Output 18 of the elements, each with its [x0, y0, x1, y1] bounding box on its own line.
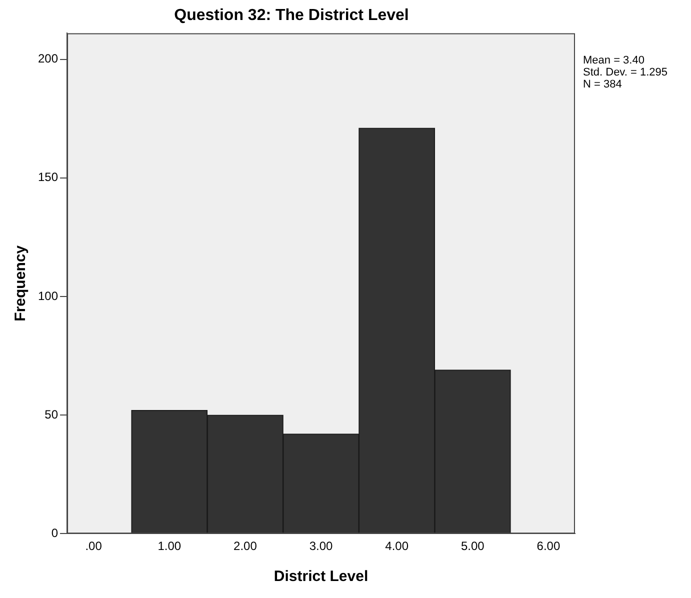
x-tick-label: 2.00 [234, 539, 258, 554]
text: Std. Dev. = 1.295 [583, 66, 668, 79]
x-tick-label: .00 [85, 539, 102, 554]
y-tick-label: 0 [51, 526, 58, 540]
x-tick-label: 5.00 [460, 539, 485, 554]
text: Mean = 3.40 [583, 54, 644, 67]
y-tick-label: 150 [38, 170, 58, 184]
y-axis-title: Frequency [12, 244, 30, 322]
x-axis-title: District Level [274, 568, 368, 586]
text: N = 384 [583, 78, 622, 91]
y-tick-label: 100 [38, 288, 58, 303]
x-tick-label: 3.00 [309, 539, 334, 554]
x-tick-label: 6.00 [536, 539, 560, 554]
y-tick-label: 200 [38, 52, 58, 66]
chart-title: Question 32: The District Level [174, 7, 409, 24]
x-tick-label: 4.00 [385, 539, 409, 554]
x-tick-label: 1.00 [158, 539, 182, 554]
y-tick-label: 50 [44, 407, 58, 422]
